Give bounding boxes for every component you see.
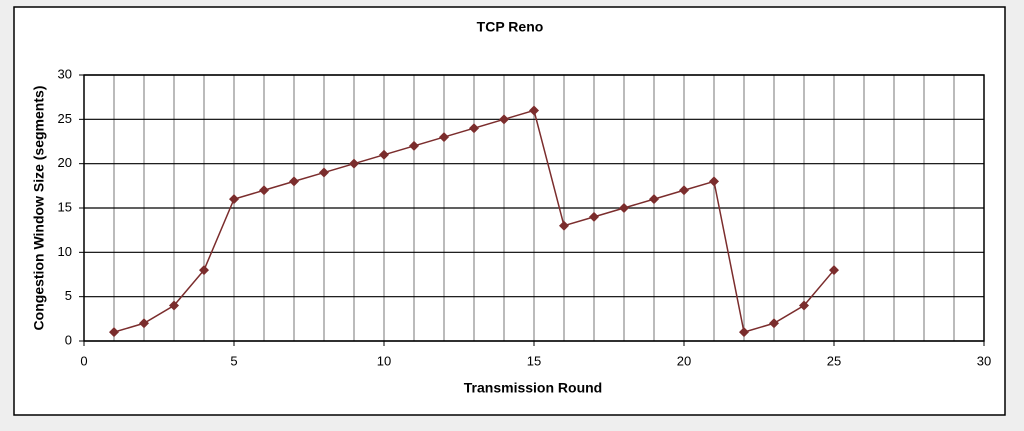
data-point: [799, 300, 809, 311]
y-tick-label: 5: [65, 288, 72, 303]
data-point: [769, 318, 779, 329]
x-tick-label: 20: [677, 353, 691, 368]
data-point: [589, 211, 599, 222]
x-tick-label: 0: [80, 353, 87, 368]
y-tick-label: 25: [58, 111, 72, 126]
data-point: [259, 185, 269, 196]
data-point: [409, 140, 419, 151]
data-point: [829, 265, 839, 276]
y-tick-label: 15: [58, 199, 72, 214]
y-tick-label: 30: [58, 66, 72, 81]
data-point: [229, 194, 239, 205]
data-point: [619, 203, 629, 213]
data-point: [529, 105, 539, 116]
x-tick-label: 25: [827, 353, 841, 368]
data-point: [319, 167, 329, 178]
y-tick-label: 10: [58, 244, 72, 259]
x-tick-label: 5: [230, 353, 237, 368]
data-point: [379, 149, 389, 160]
plot-area: 0 5 10 15 20 25 30 0 5 10 15 20 25 30: [58, 66, 992, 368]
chart-frame: [13, 6, 1006, 416]
data-point: [739, 327, 749, 338]
x-axis-label: Transmission Round: [464, 380, 602, 396]
data-point: [199, 265, 209, 276]
data-point: [289, 176, 299, 187]
data-point: [709, 176, 719, 187]
data-point: [349, 158, 359, 169]
y-tick-label: 20: [58, 155, 72, 170]
y-tick-label: 0: [65, 332, 72, 347]
y-axis-label: Congestion Window Size (segments): [31, 86, 47, 331]
x-tick-label: 30: [977, 353, 991, 368]
x-tick-label: 15: [527, 353, 541, 368]
plot-border: [83, 74, 985, 342]
data-point: [439, 132, 449, 143]
chart-title: TCP Reno: [477, 19, 544, 35]
data-point: [169, 300, 179, 311]
data-point: [499, 114, 509, 125]
data-point: [139, 318, 149, 329]
data-point: [679, 185, 689, 196]
data-point: [559, 220, 569, 231]
data-point: [649, 194, 659, 205]
x-tick-label: 10: [377, 353, 391, 368]
data-point: [109, 327, 119, 338]
data-point: [469, 123, 479, 134]
